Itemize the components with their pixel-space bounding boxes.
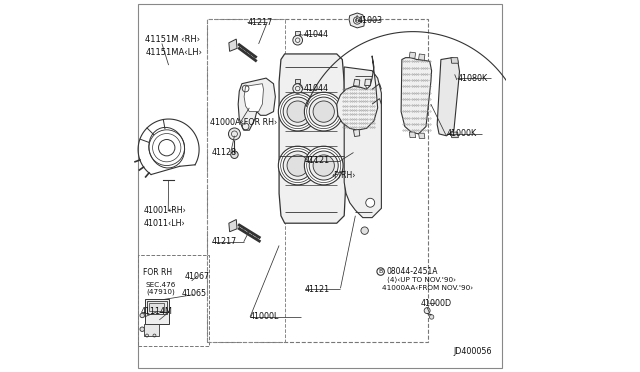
- Text: 41217: 41217: [212, 237, 237, 246]
- Text: 41011‹LH›: 41011‹LH›: [143, 219, 185, 228]
- Text: 08044-2451A: 08044-2451A: [387, 267, 438, 276]
- Polygon shape: [238, 78, 275, 130]
- Polygon shape: [244, 84, 264, 112]
- Text: 41121: 41121: [305, 285, 330, 294]
- Polygon shape: [410, 52, 415, 58]
- Bar: [147, 301, 168, 314]
- Polygon shape: [279, 54, 346, 223]
- Text: ⟨4⟩‹UP TO NOV.'90›: ⟨4⟩‹UP TO NOV.'90›: [387, 277, 456, 283]
- Circle shape: [313, 155, 334, 176]
- Polygon shape: [353, 79, 360, 86]
- Text: SEC.476: SEC.476: [146, 282, 176, 288]
- Text: 41000D: 41000D: [420, 299, 452, 308]
- Circle shape: [429, 315, 434, 319]
- Text: 41217: 41217: [248, 18, 273, 27]
- Polygon shape: [337, 56, 378, 130]
- Bar: [145, 299, 170, 324]
- Bar: [207, 19, 285, 342]
- Circle shape: [140, 327, 145, 331]
- Polygon shape: [295, 31, 300, 35]
- Text: JD400056: JD400056: [454, 347, 492, 356]
- Polygon shape: [344, 67, 381, 218]
- Text: ‹F/RH›: ‹F/RH›: [331, 170, 356, 179]
- Text: 41151MA‹LH›: 41151MA‹LH›: [145, 48, 202, 57]
- Text: 41080K: 41080K: [458, 74, 488, 83]
- Bar: [138, 255, 209, 346]
- Text: 41000A‹FOR RH›: 41000A‹FOR RH›: [209, 118, 276, 127]
- Polygon shape: [419, 54, 425, 60]
- Text: 41065: 41065: [182, 289, 207, 298]
- Polygon shape: [451, 58, 458, 63]
- Circle shape: [287, 101, 308, 122]
- Text: 41044: 41044: [303, 30, 328, 39]
- Text: 41044: 41044: [303, 84, 328, 93]
- Circle shape: [365, 198, 374, 207]
- Circle shape: [293, 35, 303, 45]
- Text: 41067: 41067: [184, 272, 209, 280]
- Text: 41000L: 41000L: [250, 312, 280, 321]
- Circle shape: [309, 151, 338, 180]
- Circle shape: [361, 227, 369, 234]
- Text: 41114M: 41114M: [141, 307, 173, 316]
- Circle shape: [231, 151, 238, 158]
- Text: 41121: 41121: [305, 156, 330, 165]
- Bar: [207, 19, 428, 342]
- Polygon shape: [437, 58, 460, 136]
- Circle shape: [283, 97, 312, 126]
- Polygon shape: [229, 219, 237, 232]
- Polygon shape: [353, 129, 360, 137]
- Polygon shape: [419, 133, 425, 138]
- Circle shape: [278, 92, 317, 131]
- Circle shape: [283, 151, 312, 180]
- Text: 41000K: 41000K: [447, 129, 477, 138]
- Polygon shape: [295, 79, 300, 83]
- Text: 41001‹RH›: 41001‹RH›: [143, 206, 186, 215]
- Polygon shape: [410, 132, 415, 138]
- Polygon shape: [349, 13, 365, 28]
- Text: FOR RH: FOR RH: [143, 268, 172, 277]
- Circle shape: [309, 97, 338, 126]
- Circle shape: [287, 155, 308, 176]
- Circle shape: [424, 308, 430, 314]
- Circle shape: [293, 84, 303, 93]
- Text: 41000AA‹FROM NOV.'90›: 41000AA‹FROM NOV.'90›: [383, 285, 474, 291]
- Text: 41003: 41003: [357, 16, 382, 25]
- Text: B: B: [378, 269, 383, 274]
- Polygon shape: [365, 79, 371, 86]
- Circle shape: [228, 128, 241, 140]
- Circle shape: [305, 146, 343, 185]
- Text: (47910): (47910): [146, 289, 175, 295]
- Text: 41128: 41128: [212, 148, 237, 157]
- Circle shape: [305, 92, 343, 131]
- Polygon shape: [401, 58, 431, 134]
- Text: 41151M ‹RH›: 41151M ‹RH›: [145, 35, 200, 44]
- Polygon shape: [451, 132, 458, 138]
- Circle shape: [313, 101, 334, 122]
- Circle shape: [278, 146, 317, 185]
- Polygon shape: [229, 39, 237, 51]
- Bar: [149, 303, 164, 311]
- Circle shape: [365, 81, 374, 90]
- Circle shape: [140, 313, 145, 318]
- Bar: [145, 324, 159, 336]
